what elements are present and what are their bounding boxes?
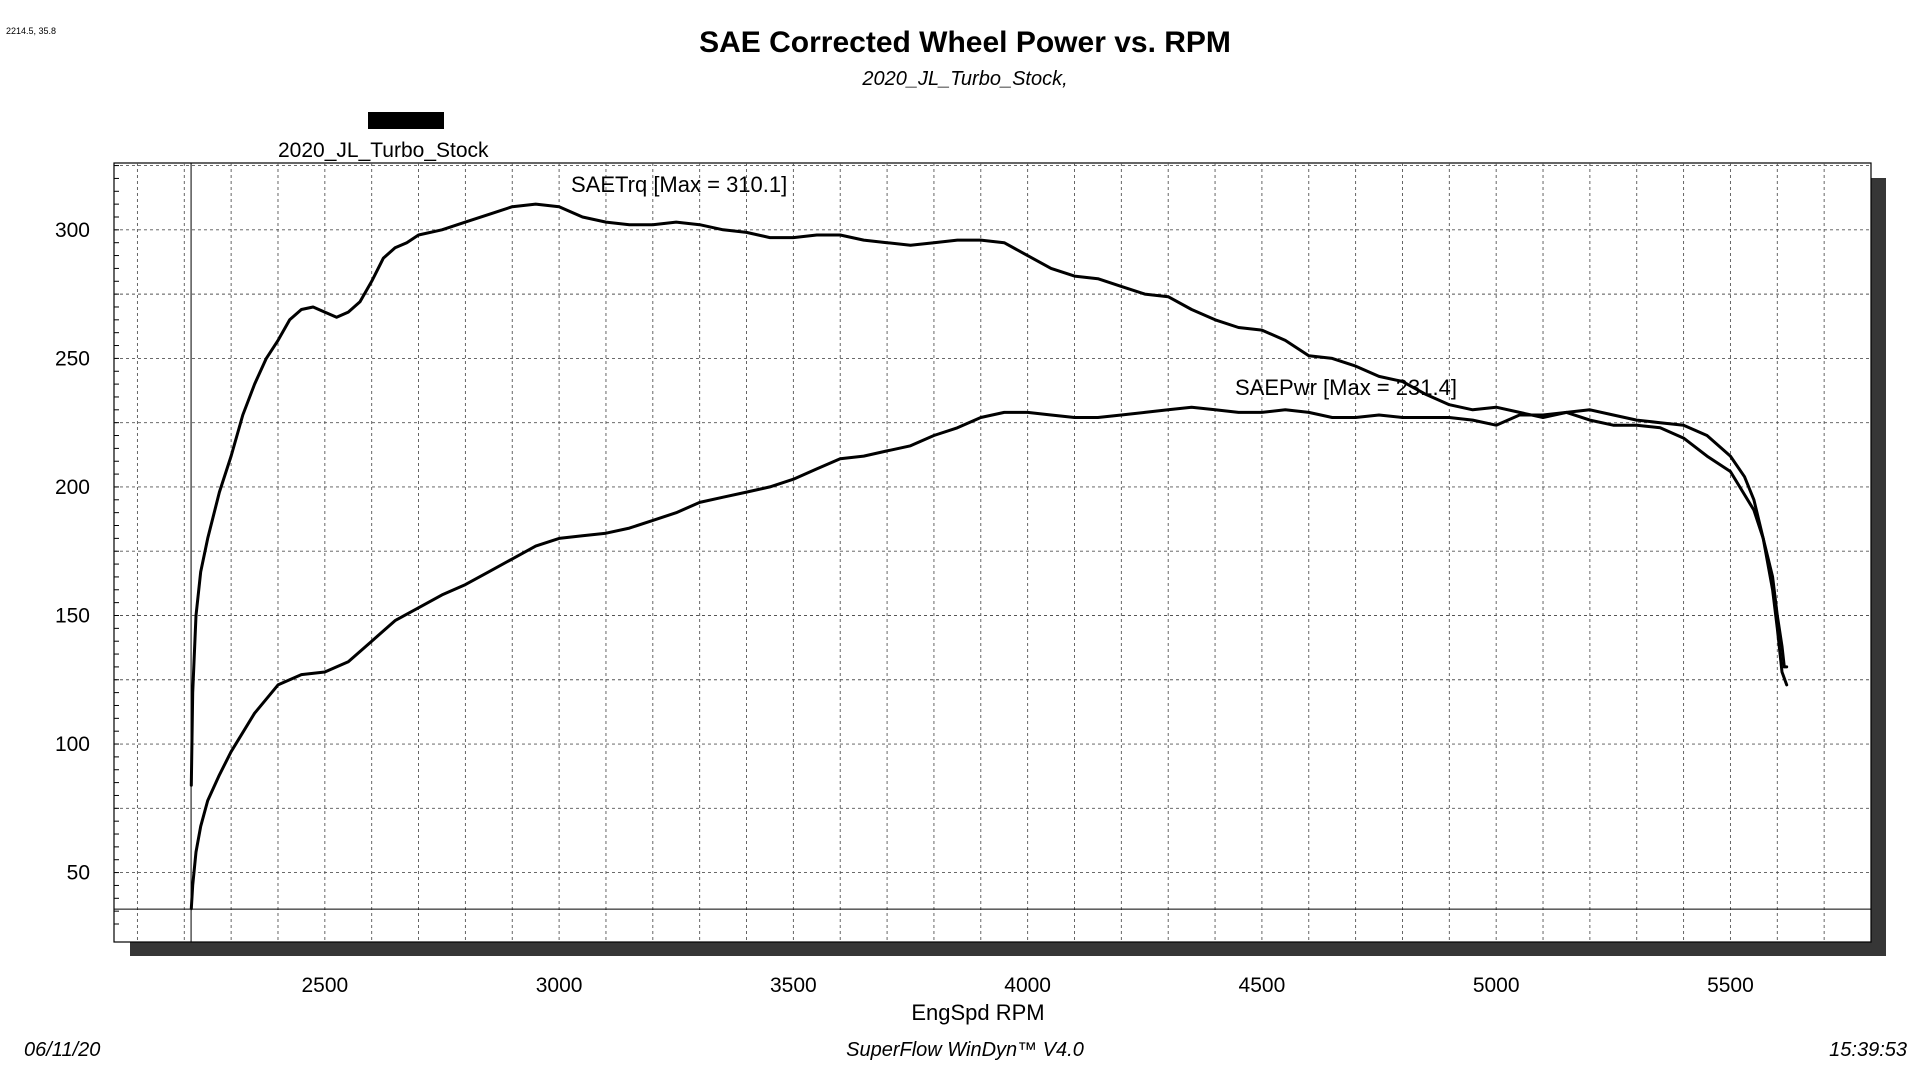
cursor-crosshair [114,163,1871,942]
y-tick-labels: 50 100 150 200 250 300 [55,219,90,885]
x-tick-label: 5000 [1473,974,1520,997]
x-tick-label: 2500 [301,974,348,997]
annotation-torque-max: SAETrq [Max = 310.1] [571,172,787,197]
coordinate-readout: 2214.5, 35.8 [6,26,56,36]
grid [114,163,1871,942]
footer-software: SuperFlow WinDyn™ V4.0 [846,1039,1084,1061]
legend: 2020_JL_Turbo_Stock [278,112,489,162]
legend-label: 2020_JL_Turbo_Stock [278,139,489,162]
series-line-saepwr [189,405,1789,911]
plot-area [113,162,1872,943]
x-tick-label: 4500 [1239,974,1286,997]
y-tick-label: 150 [55,604,90,627]
x-axis-label: EngSpd RPM [911,1000,1044,1025]
y-tick-label: 250 [55,347,90,370]
legend-swatch [368,112,444,129]
annotation-power-max: SAEPwr [Max = 231.4] [1235,375,1457,400]
x-tick-label: 3000 [536,974,583,997]
y-tick-label: 100 [55,733,90,756]
footer-time: 15:39:53 [1829,1039,1907,1061]
x-tick-labels: 2500 3000 3500 4000 4500 5000 5500 [301,974,1753,997]
x-tick-label: 3500 [770,974,817,997]
chart-subtitle: 2020_JL_Turbo_Stock, [861,68,1067,90]
x-tick-label: 5500 [1707,974,1754,997]
x-tick-label: 4000 [1004,974,1051,997]
footer-date: 06/11/20 [24,1039,100,1061]
plot-shadow [130,178,1886,956]
series-group [189,202,1789,911]
minor-ticks [114,165,119,925]
y-tick-label: 50 [67,862,90,885]
chart-title: SAE Corrected Wheel Power vs. RPM [699,26,1231,59]
y-tick-label: 200 [55,476,90,499]
y-tick-label: 300 [55,219,90,242]
